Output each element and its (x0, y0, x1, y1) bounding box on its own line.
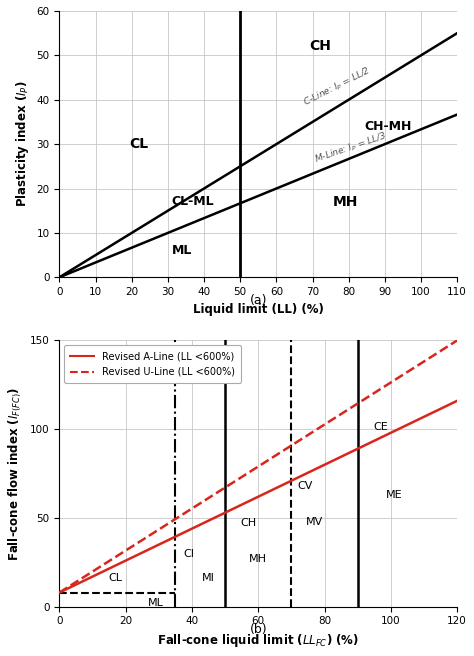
Text: ML: ML (172, 244, 192, 257)
Text: CL: CL (129, 137, 148, 151)
Text: ML: ML (147, 598, 164, 608)
Text: CI: CI (183, 548, 194, 558)
Text: ME: ME (386, 490, 402, 500)
Text: CL-ML: CL-ML (172, 195, 215, 209)
Text: CH: CH (240, 518, 256, 528)
Text: MH: MH (249, 554, 267, 564)
X-axis label: Liquid limit (LL) (%): Liquid limit (LL) (%) (193, 302, 324, 316)
Text: $C$-Line: $I_P$ = LL/2: $C$-Line: $I_P$ = LL/2 (301, 64, 374, 109)
Text: (a): (a) (249, 294, 267, 307)
Text: $M$-Line: $I_P$ = LL/3: $M$-Line: $I_P$ = LL/3 (312, 130, 388, 167)
Legend: Revised A-Line (LL <600%), Revised U-Line (LL <600%): Revised A-Line (LL <600%), Revised U-Lin… (64, 345, 241, 383)
Text: CE: CE (374, 422, 388, 432)
Text: CH-MH: CH-MH (365, 120, 412, 133)
Text: CH: CH (309, 39, 331, 53)
Text: MI: MI (202, 573, 215, 583)
Y-axis label: Fall-cone flow index ($I_{F(FC)}$): Fall-cone flow index ($I_{F(FC)}$) (7, 386, 24, 561)
Text: (b): (b) (249, 623, 267, 636)
Y-axis label: Plasticity index ($I_P$): Plasticity index ($I_P$) (14, 81, 31, 207)
Text: MV: MV (306, 516, 323, 527)
Text: MH: MH (332, 195, 358, 209)
Text: CV: CV (297, 481, 312, 491)
X-axis label: Fall-cone liquid limit ($LL_{FC}$) (%): Fall-cone liquid limit ($LL_{FC}$) (%) (157, 632, 359, 649)
Text: CL: CL (109, 573, 123, 583)
